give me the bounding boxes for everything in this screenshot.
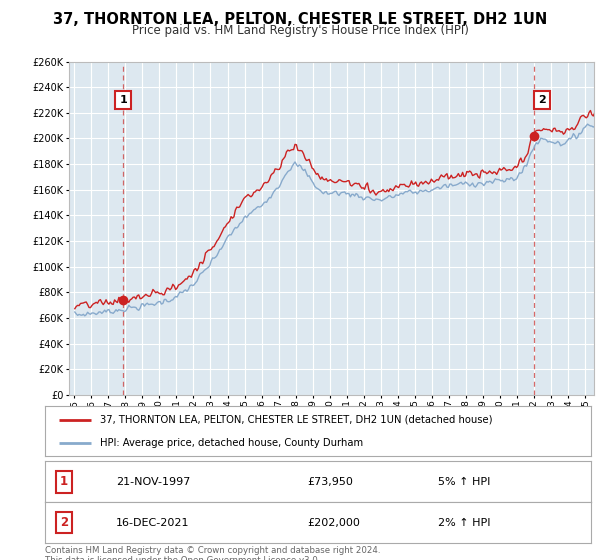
- Text: 1: 1: [60, 475, 68, 488]
- Text: Contains HM Land Registry data © Crown copyright and database right 2024.
This d: Contains HM Land Registry data © Crown c…: [45, 546, 380, 560]
- Text: 37, THORNTON LEA, PELTON, CHESTER LE STREET, DH2 1UN: 37, THORNTON LEA, PELTON, CHESTER LE STR…: [53, 12, 547, 27]
- Text: 37, THORNTON LEA, PELTON, CHESTER LE STREET, DH2 1UN (detached house): 37, THORNTON LEA, PELTON, CHESTER LE STR…: [100, 414, 492, 424]
- Text: 2: 2: [538, 95, 546, 105]
- Text: Price paid vs. HM Land Registry's House Price Index (HPI): Price paid vs. HM Land Registry's House …: [131, 24, 469, 36]
- Text: £202,000: £202,000: [307, 518, 360, 528]
- Text: HPI: Average price, detached house, County Durham: HPI: Average price, detached house, Coun…: [100, 438, 363, 448]
- Text: 2% ↑ HPI: 2% ↑ HPI: [438, 518, 491, 528]
- Text: 21-NOV-1997: 21-NOV-1997: [116, 477, 190, 487]
- Text: £73,950: £73,950: [307, 477, 353, 487]
- Text: 5% ↑ HPI: 5% ↑ HPI: [438, 477, 490, 487]
- Text: 1: 1: [119, 95, 127, 105]
- Text: 16-DEC-2021: 16-DEC-2021: [116, 518, 190, 528]
- Text: 2: 2: [60, 516, 68, 529]
